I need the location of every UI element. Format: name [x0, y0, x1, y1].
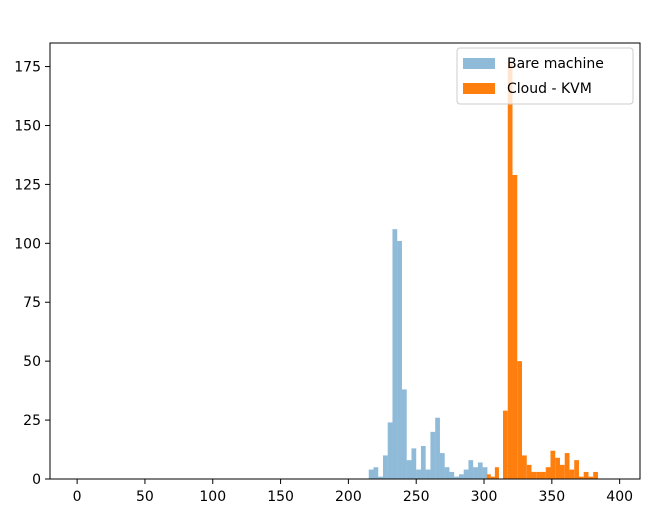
histogram-bar	[555, 457, 560, 479]
y-tick-label: 0	[32, 472, 41, 488]
histogram-bar	[368, 469, 374, 479]
x-axis: 0 50 100 150 200 250 300 350 400	[73, 479, 633, 505]
histogram-bar	[564, 453, 570, 479]
histogram-bar	[540, 471, 546, 479]
histogram-bar	[507, 61, 513, 479]
y-tick-label: 175	[14, 60, 41, 76]
histogram-bar	[473, 467, 478, 479]
histogram-bar	[439, 453, 445, 479]
x-tick-label: 150	[267, 489, 294, 505]
histogram-bar	[430, 431, 436, 479]
y-tick-label: 75	[23, 295, 41, 311]
histogram-bar	[425, 469, 431, 479]
histogram-bar	[559, 464, 565, 479]
histogram-bar	[545, 467, 551, 479]
histogram-bar	[477, 462, 483, 479]
histogram-bar	[373, 467, 379, 479]
y-tick-label: 50	[23, 354, 41, 370]
bars-layer	[368, 61, 598, 480]
histogram-bar	[490, 476, 495, 479]
x-tick-label: 50	[136, 489, 154, 505]
histogram-bar	[411, 448, 417, 479]
series-1	[368, 229, 488, 479]
histogram-bar	[406, 460, 412, 479]
histogram-bar	[536, 471, 541, 479]
histogram-bar	[463, 469, 469, 479]
x-tick-label: 300	[471, 489, 498, 505]
histogram-bar	[569, 469, 575, 479]
histogram-bar	[526, 464, 532, 479]
histogram-bar	[531, 471, 537, 479]
y-tick-label: 25	[23, 413, 41, 429]
histogram-bar	[550, 450, 556, 479]
histogram-bar	[503, 410, 508, 479]
histogram-bar	[435, 417, 440, 479]
x-tick-label: 200	[335, 489, 362, 505]
histogram-bar	[378, 476, 383, 479]
histogram-bar	[482, 467, 488, 479]
legend-label: Cloud - KVM	[507, 81, 592, 97]
x-tick-label: 100	[199, 489, 226, 505]
plot-frame	[49, 42, 641, 480]
y-tick-label: 125	[14, 177, 41, 193]
histogram-bar	[454, 476, 459, 479]
x-tick-label: 0	[73, 489, 82, 505]
legend-swatch	[463, 83, 495, 94]
histogram-bar	[574, 460, 579, 479]
y-tick-label: 150	[14, 118, 41, 134]
legend: Bare machine Cloud - KVM	[456, 47, 634, 105]
histogram-bar	[486, 474, 491, 479]
histogram-bar	[392, 229, 398, 479]
x-tick-label: 350	[538, 489, 565, 505]
series-2	[486, 61, 598, 480]
histogram-bar	[449, 471, 455, 479]
histogram-bar	[517, 361, 522, 479]
histogram-bar	[468, 460, 474, 479]
histogram-bar	[397, 240, 402, 479]
x-tick-label: 250	[403, 489, 430, 505]
y-tick-label: 100	[14, 236, 41, 252]
histogram-bar	[420, 446, 426, 479]
histogram-bar	[444, 467, 450, 479]
x-tick-label: 400	[606, 489, 633, 505]
histogram-bar	[494, 467, 499, 479]
histogram-bar	[593, 471, 598, 479]
histogram-bar	[512, 174, 518, 480]
y-axis: 0 25 50 75 100 125 150 175	[14, 60, 50, 488]
histogram-bar	[401, 389, 407, 479]
histogram-bar	[416, 469, 421, 479]
legend-box	[456, 47, 634, 105]
histogram-bar	[578, 476, 584, 479]
histogram-bar	[583, 471, 589, 479]
legend-swatch	[463, 58, 495, 69]
legend-label: Bare machine	[507, 56, 604, 72]
histogram-bar	[382, 455, 388, 479]
histogram-bar	[588, 476, 594, 479]
histogram-bar	[387, 422, 393, 479]
histogram-bar	[458, 474, 464, 479]
histogram-bar	[522, 455, 527, 479]
